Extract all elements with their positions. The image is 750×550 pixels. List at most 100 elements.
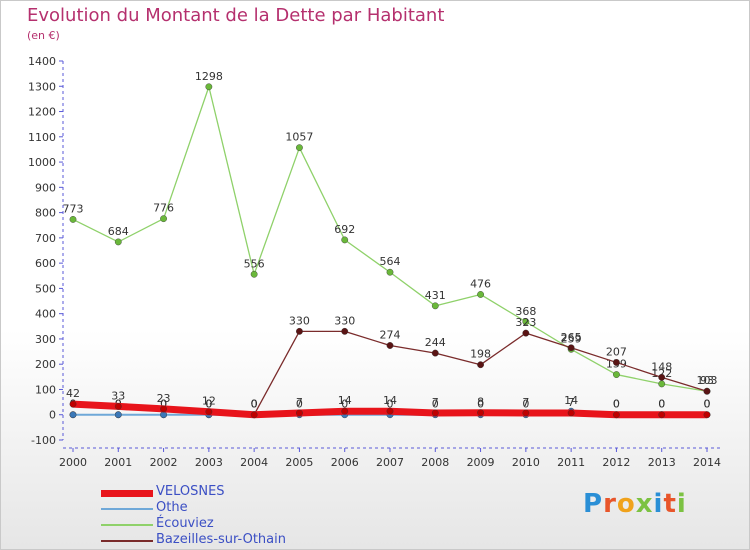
data-label-othe: 0 — [613, 398, 620, 411]
data-point-velosnes — [431, 409, 439, 417]
data-point-ecouviez — [658, 380, 666, 388]
chart-title: Evolution du Montant de la Dette par Hab… — [27, 5, 445, 26]
data-label-bazeilles-sur-othain: 0 — [251, 398, 258, 411]
logo-letter: P — [583, 489, 604, 519]
legend-label: Écouviez — [156, 516, 214, 531]
x-tick-label: 2005 — [285, 456, 313, 469]
data-point-velosnes — [567, 409, 575, 417]
data-label-bazeilles-sur-othain: 274 — [380, 329, 401, 342]
data-label-velosnes: 7 — [522, 396, 529, 409]
data-label-velosnes: 14 — [338, 394, 352, 407]
data-point-ecouviez — [341, 236, 349, 244]
legend-label: Bazeilles-sur-Othain — [156, 532, 286, 547]
data-point-velosnes — [205, 408, 213, 416]
data-point-velosnes — [658, 411, 666, 419]
data-point-bazeilles-sur-othain — [703, 387, 711, 395]
data-label-bazeilles-sur-othain: 330 — [289, 314, 310, 327]
data-label-othe: 0 — [341, 398, 348, 411]
logo-letter: t — [663, 489, 677, 519]
data-point-velosnes — [703, 411, 711, 419]
x-tick-label: 2012 — [602, 456, 630, 469]
data-label-bazeilles-sur-othain: 323 — [515, 316, 536, 329]
legend-swatch — [101, 489, 153, 497]
data-point-ecouviez — [69, 216, 77, 223]
data-label-bazeilles-sur-othain: 198 — [470, 348, 491, 361]
data-label-ecouviez: 564 — [380, 255, 401, 268]
data-point-ecouviez — [114, 238, 122, 246]
x-tick-label: 2013 — [648, 456, 676, 469]
y-tick-label: 500 — [35, 282, 56, 295]
x-tick-label: 2009 — [467, 456, 495, 469]
y-tick-label: 0 — [49, 409, 56, 422]
logo-letter: i — [653, 489, 664, 519]
x-tick-label: 2008 — [421, 456, 449, 469]
data-label-ecouviez: 259 — [561, 332, 582, 345]
data-label-velosnes: 23 — [157, 392, 171, 405]
data-label-ecouviez: 93 — [700, 374, 714, 387]
logo-letter: i — [676, 489, 687, 519]
y-tick-label: -100 — [31, 434, 56, 447]
proxiti-logo: Proxiti — [583, 489, 687, 519]
data-label-velosnes: 0 — [613, 398, 620, 411]
data-label-othe: 0 — [477, 398, 484, 411]
data-label-othe: 0 — [658, 398, 665, 411]
data-label-ecouviez: 476 — [470, 277, 491, 290]
data-label-ecouviez: 1298 — [195, 70, 223, 83]
data-point-velosnes — [69, 400, 77, 408]
y-tick-label: 100 — [35, 383, 56, 396]
data-label-bazeilles-sur-othain: 265 — [561, 331, 582, 344]
legend-swatch — [101, 524, 153, 526]
data-point-velosnes — [613, 411, 620, 419]
x-tick-label: 2007 — [376, 456, 404, 469]
data-point-ecouviez — [613, 371, 620, 378]
y-tick-label: 600 — [35, 257, 56, 270]
y-tick-label: 1300 — [28, 80, 56, 93]
x-tick-label: 2014 — [693, 456, 721, 469]
data-point-velosnes — [296, 409, 303, 417]
data-label-ecouviez: 692 — [334, 223, 355, 236]
data-point-velosnes — [477, 409, 484, 417]
y-tick-label: 700 — [35, 232, 56, 245]
data-label-velosnes: 12 — [202, 395, 216, 408]
y-tick-label: 200 — [35, 358, 56, 371]
data-point-velosnes — [250, 411, 258, 419]
data-point-velosnes — [160, 405, 167, 413]
unit-label: (en €) — [27, 29, 60, 42]
data-point-velosnes — [522, 409, 530, 417]
data-label-velosnes: 8 — [477, 396, 484, 409]
data-point-bazeilles-sur-othain — [341, 327, 349, 335]
data-point-ecouviez — [477, 291, 484, 298]
data-label-bazeilles-sur-othain: 148 — [651, 360, 672, 373]
data-label-othe: 0 — [522, 398, 529, 411]
data-point-velosnes — [341, 407, 349, 415]
data-point-ecouviez — [431, 302, 439, 310]
data-label-bazeilles-sur-othain: 0 — [160, 398, 167, 411]
data-label-othe: 0 — [205, 398, 212, 411]
legend-swatch — [101, 508, 153, 510]
x-tick-label: 2004 — [240, 456, 268, 469]
data-label-othe: 0 — [432, 398, 439, 411]
data-point-ecouviez — [522, 318, 530, 326]
data-label-velosnes: 7 — [296, 396, 303, 409]
y-tick-label: 1400 — [28, 55, 56, 68]
data-label-velosnes: 14 — [383, 394, 397, 407]
data-point-velosnes — [386, 407, 394, 415]
data-label-othe: 14 — [564, 394, 578, 407]
data-label-velosnes: 7 — [432, 396, 439, 409]
data-point-ecouviez — [160, 215, 167, 223]
data-label-othe: 0 — [704, 398, 711, 411]
y-tick-label: 400 — [35, 308, 56, 321]
data-point-bazeilles-sur-othain — [613, 359, 620, 366]
y-tick-label: 1200 — [28, 106, 56, 119]
data-point-bazeilles-sur-othain — [386, 342, 394, 349]
data-label-ecouviez: 1057 — [285, 131, 313, 144]
data-label-ecouviez: 431 — [425, 289, 446, 302]
data-label-ecouviez: 556 — [244, 257, 265, 270]
data-label-velosnes: 7 — [568, 396, 575, 409]
y-tick-label: 300 — [35, 333, 56, 346]
data-label-othe: 0 — [387, 398, 394, 411]
data-label-bazeilles-sur-othain: 207 — [606, 345, 627, 358]
data-label-velosnes: 33 — [111, 389, 125, 402]
x-tick-label: 2003 — [195, 456, 223, 469]
